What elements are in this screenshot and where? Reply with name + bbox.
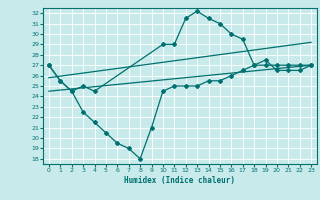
X-axis label: Humidex (Indice chaleur): Humidex (Indice chaleur): [124, 176, 236, 185]
